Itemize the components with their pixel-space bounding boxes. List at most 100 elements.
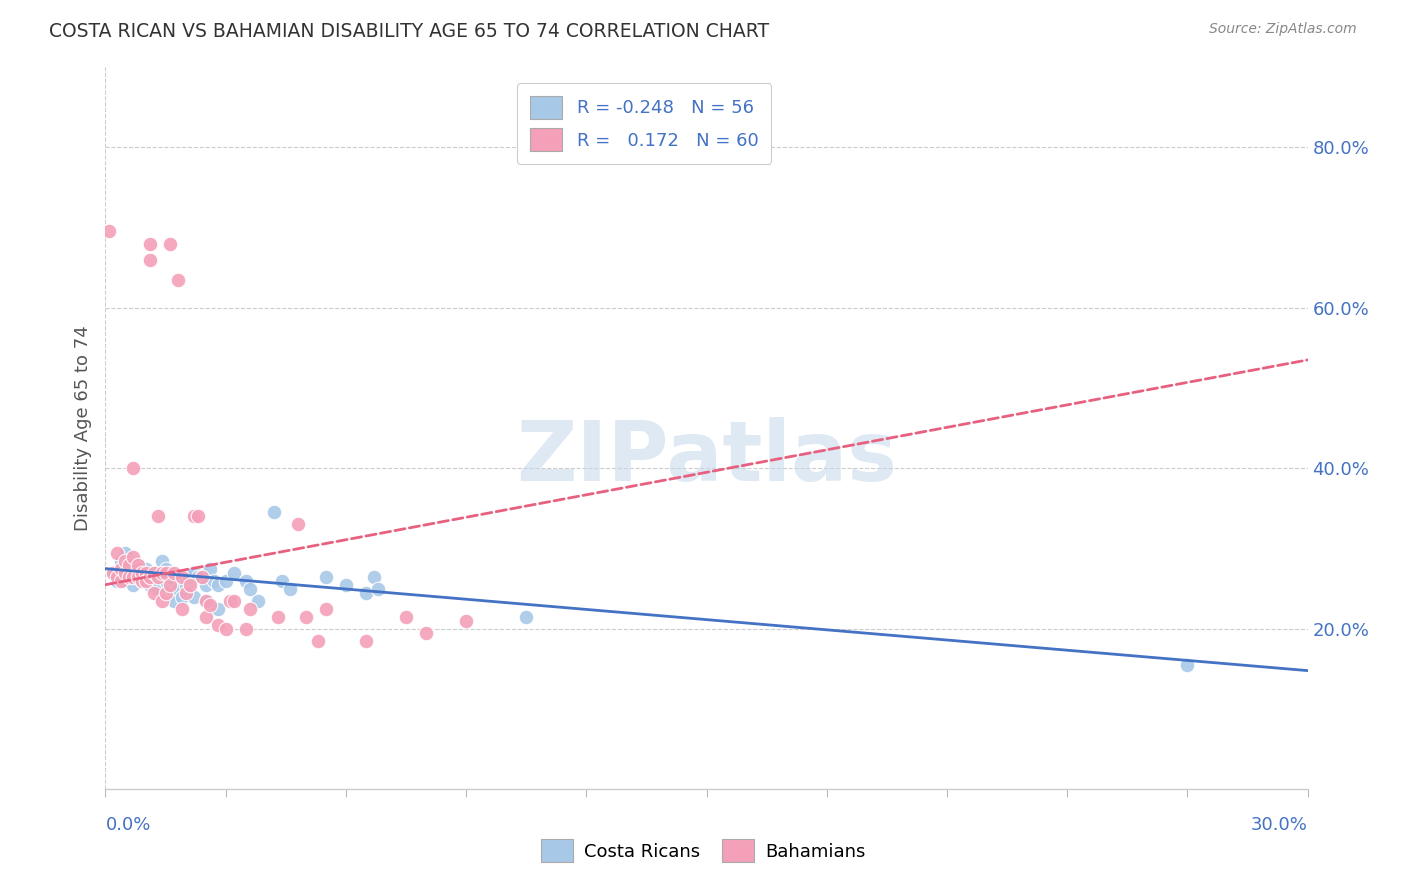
Point xyxy=(174,578,197,592)
Point xyxy=(222,566,245,580)
Point xyxy=(159,566,181,580)
Point xyxy=(114,553,136,568)
Point xyxy=(235,574,257,588)
Point xyxy=(110,562,132,576)
Point xyxy=(155,574,177,588)
Legend: Costa Ricans, Bahamians: Costa Ricans, Bahamians xyxy=(533,832,873,870)
Point xyxy=(146,582,169,596)
Point xyxy=(170,570,193,584)
Point xyxy=(246,594,269,608)
Point xyxy=(150,553,173,568)
Point xyxy=(187,570,209,584)
Point xyxy=(194,594,217,608)
Point xyxy=(395,610,418,624)
Point xyxy=(218,594,240,608)
Point xyxy=(127,558,149,572)
Point xyxy=(190,570,212,584)
Point xyxy=(122,461,145,475)
Point xyxy=(170,590,193,604)
Point xyxy=(122,578,145,592)
Point xyxy=(118,558,141,572)
Point xyxy=(122,570,145,584)
Point xyxy=(174,586,197,600)
Point xyxy=(239,602,262,616)
Point xyxy=(107,546,129,560)
Point xyxy=(207,602,229,616)
Point xyxy=(114,546,136,560)
Text: 0.0%: 0.0% xyxy=(105,816,150,834)
Text: ZIPatlas: ZIPatlas xyxy=(516,417,897,498)
Point xyxy=(107,570,129,584)
Point xyxy=(235,622,257,636)
Point xyxy=(155,566,177,580)
Point xyxy=(138,236,160,251)
Point xyxy=(146,570,169,584)
Legend: R = -0.248   N = 56, R =   0.172   N = 60: R = -0.248 N = 56, R = 0.172 N = 60 xyxy=(517,83,770,164)
Point xyxy=(183,509,205,524)
Point xyxy=(214,622,236,636)
Point xyxy=(114,566,136,580)
Point xyxy=(107,574,129,588)
Point xyxy=(127,570,149,584)
Point xyxy=(98,225,121,239)
Point xyxy=(354,633,377,648)
Point xyxy=(363,570,385,584)
Point xyxy=(198,598,221,612)
Point xyxy=(354,586,377,600)
Point xyxy=(142,566,165,580)
Point xyxy=(110,553,132,568)
Point xyxy=(110,574,132,588)
Point xyxy=(183,566,205,580)
Point xyxy=(1177,658,1199,673)
Point xyxy=(103,566,125,580)
Point xyxy=(183,590,205,604)
Point xyxy=(150,566,173,580)
Point xyxy=(267,610,290,624)
Point xyxy=(142,586,165,600)
Point xyxy=(222,594,245,608)
Point xyxy=(122,566,145,580)
Point xyxy=(131,566,153,580)
Point xyxy=(194,594,217,608)
Point xyxy=(114,574,136,588)
Point xyxy=(150,594,173,608)
Point xyxy=(131,574,153,588)
Point xyxy=(138,570,160,584)
Point xyxy=(194,610,217,624)
Point xyxy=(454,614,477,628)
Point xyxy=(170,602,193,616)
Point xyxy=(194,578,217,592)
Point xyxy=(202,574,225,588)
Point xyxy=(155,562,177,576)
Point xyxy=(118,562,141,576)
Point xyxy=(270,574,292,588)
Point xyxy=(138,252,160,267)
Point xyxy=(103,566,125,580)
Point xyxy=(159,570,181,584)
Point xyxy=(315,570,337,584)
Point xyxy=(162,594,184,608)
Point xyxy=(335,578,357,592)
Point xyxy=(239,582,262,596)
Point xyxy=(179,570,201,584)
Point xyxy=(135,574,157,588)
Point xyxy=(159,578,181,592)
Y-axis label: Disability Age 65 to 74: Disability Age 65 to 74 xyxy=(73,326,91,531)
Point xyxy=(367,582,389,596)
Point xyxy=(207,578,229,592)
Point xyxy=(142,566,165,580)
Point xyxy=(127,562,149,576)
Text: COSTA RICAN VS BAHAMIAN DISABILITY AGE 65 TO 74 CORRELATION CHART: COSTA RICAN VS BAHAMIAN DISABILITY AGE 6… xyxy=(49,22,769,41)
Point xyxy=(162,566,184,580)
Text: 30.0%: 30.0% xyxy=(1251,816,1308,834)
Text: Source: ZipAtlas.com: Source: ZipAtlas.com xyxy=(1209,22,1357,37)
Point xyxy=(190,570,212,584)
Point xyxy=(415,626,437,640)
Point xyxy=(146,509,169,524)
Point xyxy=(179,578,201,592)
Point xyxy=(118,570,141,584)
Point xyxy=(146,570,169,584)
Point xyxy=(166,582,188,596)
Point xyxy=(138,578,160,592)
Point xyxy=(287,517,309,532)
